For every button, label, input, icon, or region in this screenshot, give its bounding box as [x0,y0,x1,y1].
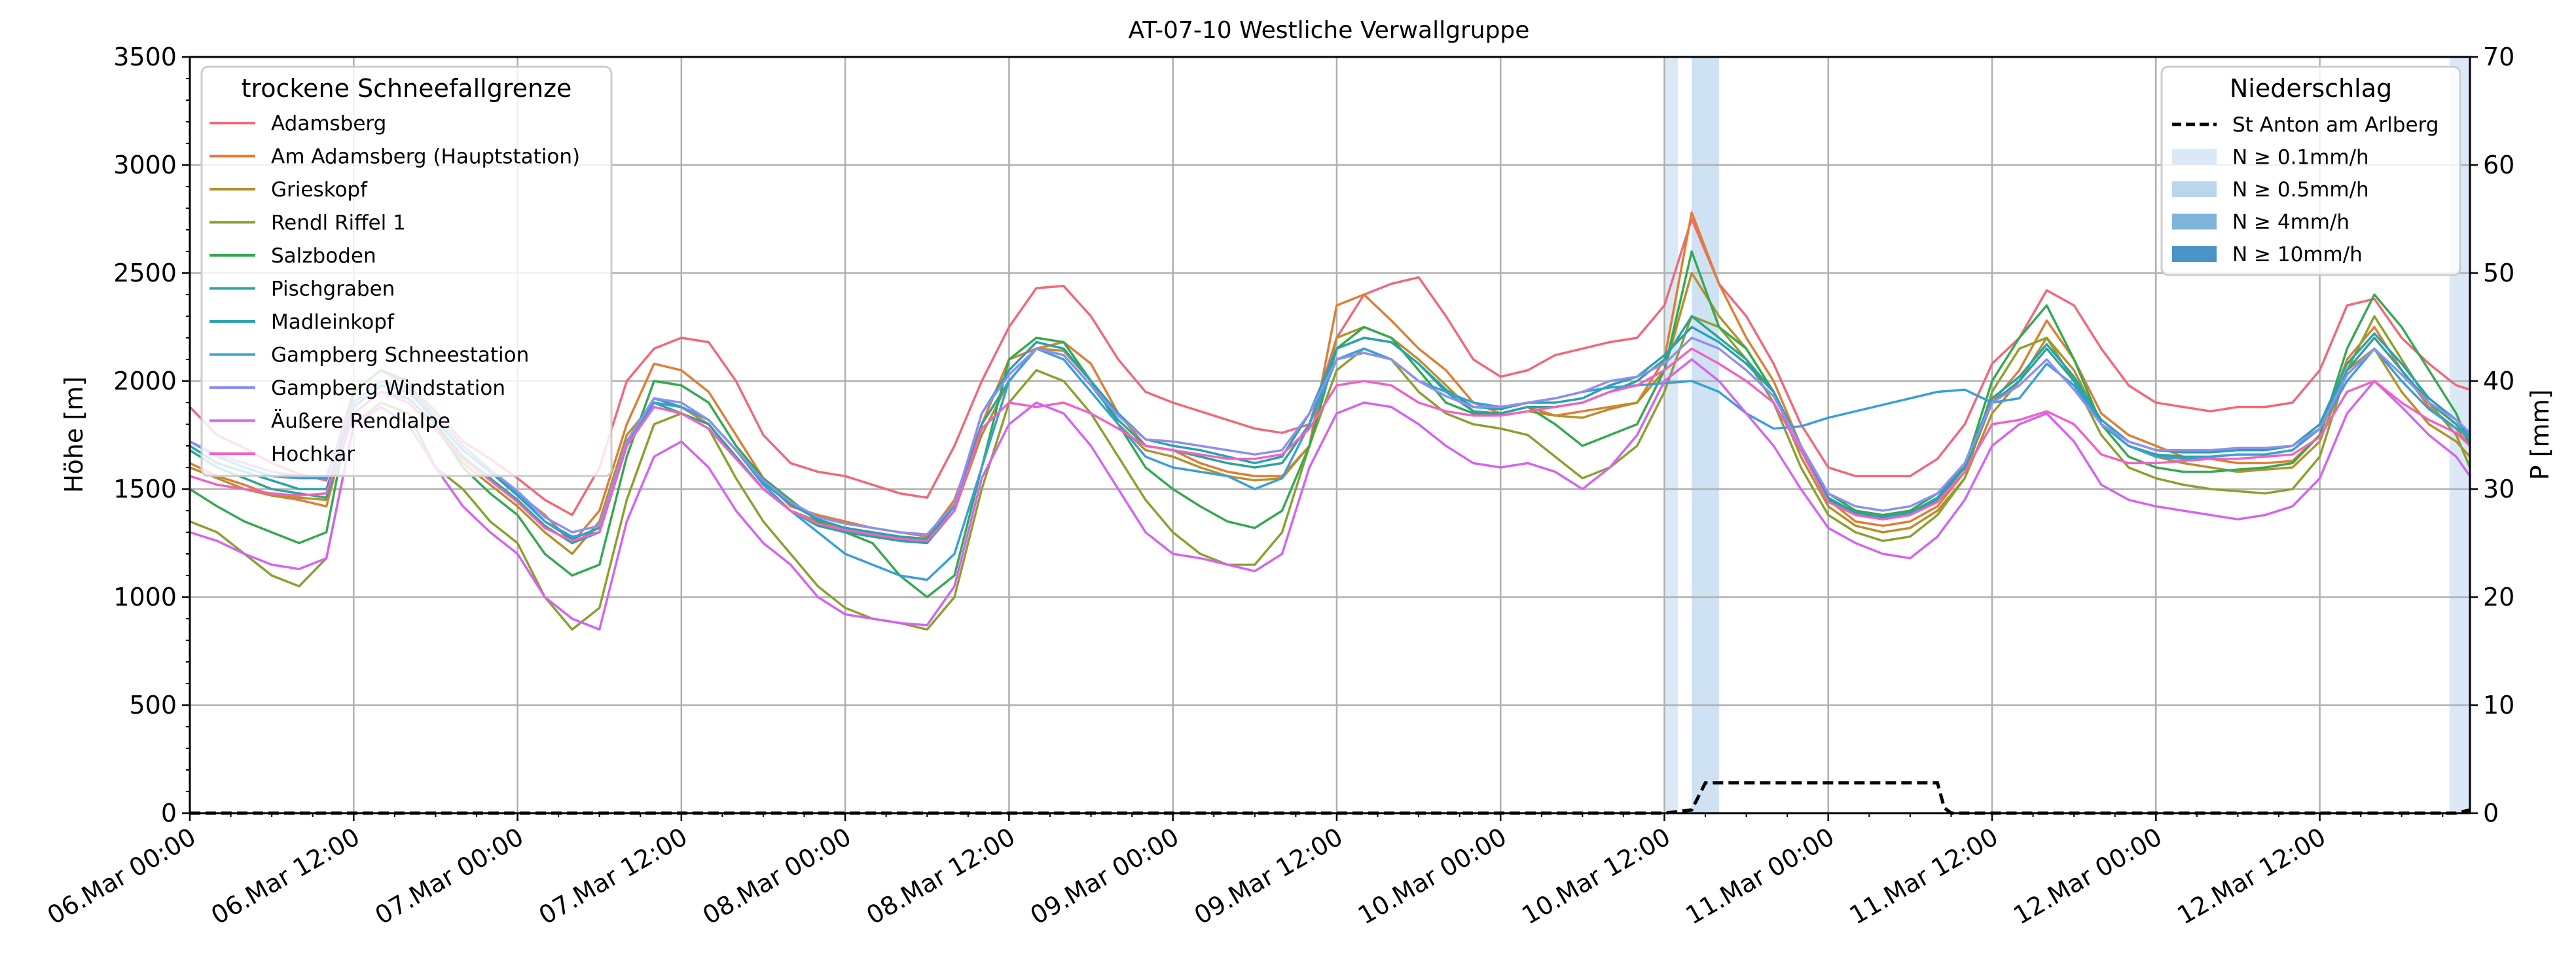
chart-title: AT-07-10 Westliche Verwallgruppe [1129,17,1530,44]
legend-left-label: Am Adamsberg (Hauptstation) [271,145,580,169]
legend-left-label: Pischgraben [271,278,395,301]
legend-right-label: N ≥ 0.5mm/h [2232,178,2369,202]
legend-left-label: Hochkar [271,443,355,466]
legend-left-box [200,65,613,477]
legend-left-label: Rendl Riffel 1 [271,211,406,235]
legend-right-swatch [2172,181,2217,197]
legend-right-box [2160,65,2461,276]
legend-right: Niederschlag St Anton am Arlberg N ≥ 0.1m… [2160,65,2461,276]
y-tick-label: 500 [129,691,177,720]
y-axis-label: Höhe [m] [60,376,88,493]
y-tick-label: 1000 [113,583,177,611]
series-lines [189,211,2471,631]
legend-left: trockene Schneefallgrenze Adamsberg Am Ad… [200,65,613,477]
series-line [189,347,2471,542]
legend-left-label: Gampberg Schneestation [271,344,529,367]
y-right-tick-label: 60 [2483,151,2514,179]
y-tick-label: 3000 [113,151,177,179]
precip-line [190,781,2471,815]
y-tick-label: 2500 [113,259,177,287]
legend-left-label: Adamsberg [271,112,386,136]
y-right-tick-label: 0 [2483,799,2499,828]
y-right-tick-label: 50 [2483,259,2514,287]
legend-right-label: St Anton am Arlberg [2232,113,2439,137]
legend-right-title: Niederschlag [2230,74,2392,103]
y-tick-label: 3500 [113,43,177,71]
y-tick-label: 2000 [113,367,177,395]
legend-right-label: N ≥ 0.1mm/h [2232,146,2369,170]
y-right-tick-label: 10 [2483,691,2514,720]
y-right-tick-label: 20 [2483,583,2514,611]
precip-line-layer [190,781,2471,815]
legend-left-title: trockene Schneefallgrenze [242,74,572,103]
legend-left-items: Adamsberg Am Adamsberg (Hauptstation) Grie… [209,112,580,466]
legend-right-items: St Anton am Arlberg N ≥ 0.1mm/h N ≥ 0.5mm/… [2172,113,2439,266]
y-right-tick-label: 70 [2483,43,2514,71]
legend-left-label: Madleinkopf [271,310,395,334]
y-tick-label: 0 [161,799,177,828]
series-line [189,325,2471,540]
series-line [189,337,2471,536]
series-line [189,315,2471,631]
legend-right-swatch [2172,149,2217,165]
legend-left-label: Grieskopf [271,178,368,202]
legend-right-swatch [2172,213,2217,230]
y-tick-label: 1500 [113,475,177,503]
legend-left-label: Gampberg Windstation [271,376,505,400]
legend-right-label: N ≥ 4mm/h [2232,211,2349,234]
y-right-tick-label: 40 [2483,367,2514,395]
plot-frame [189,56,2471,814]
y-axis-right-label: P [mm] [2526,390,2554,481]
precip-band [1692,57,1719,813]
y-right-tick-label: 30 [2483,475,2514,503]
precip-band [1664,57,1678,813]
legend-right-label: N ≥ 10mm/h [2232,243,2363,266]
legend-right-swatch [2172,246,2217,262]
legend-left-label: Salzboden [271,244,376,268]
series-line [189,358,2471,631]
legend-left-label: Äußere Rendlalpe [271,410,450,433]
